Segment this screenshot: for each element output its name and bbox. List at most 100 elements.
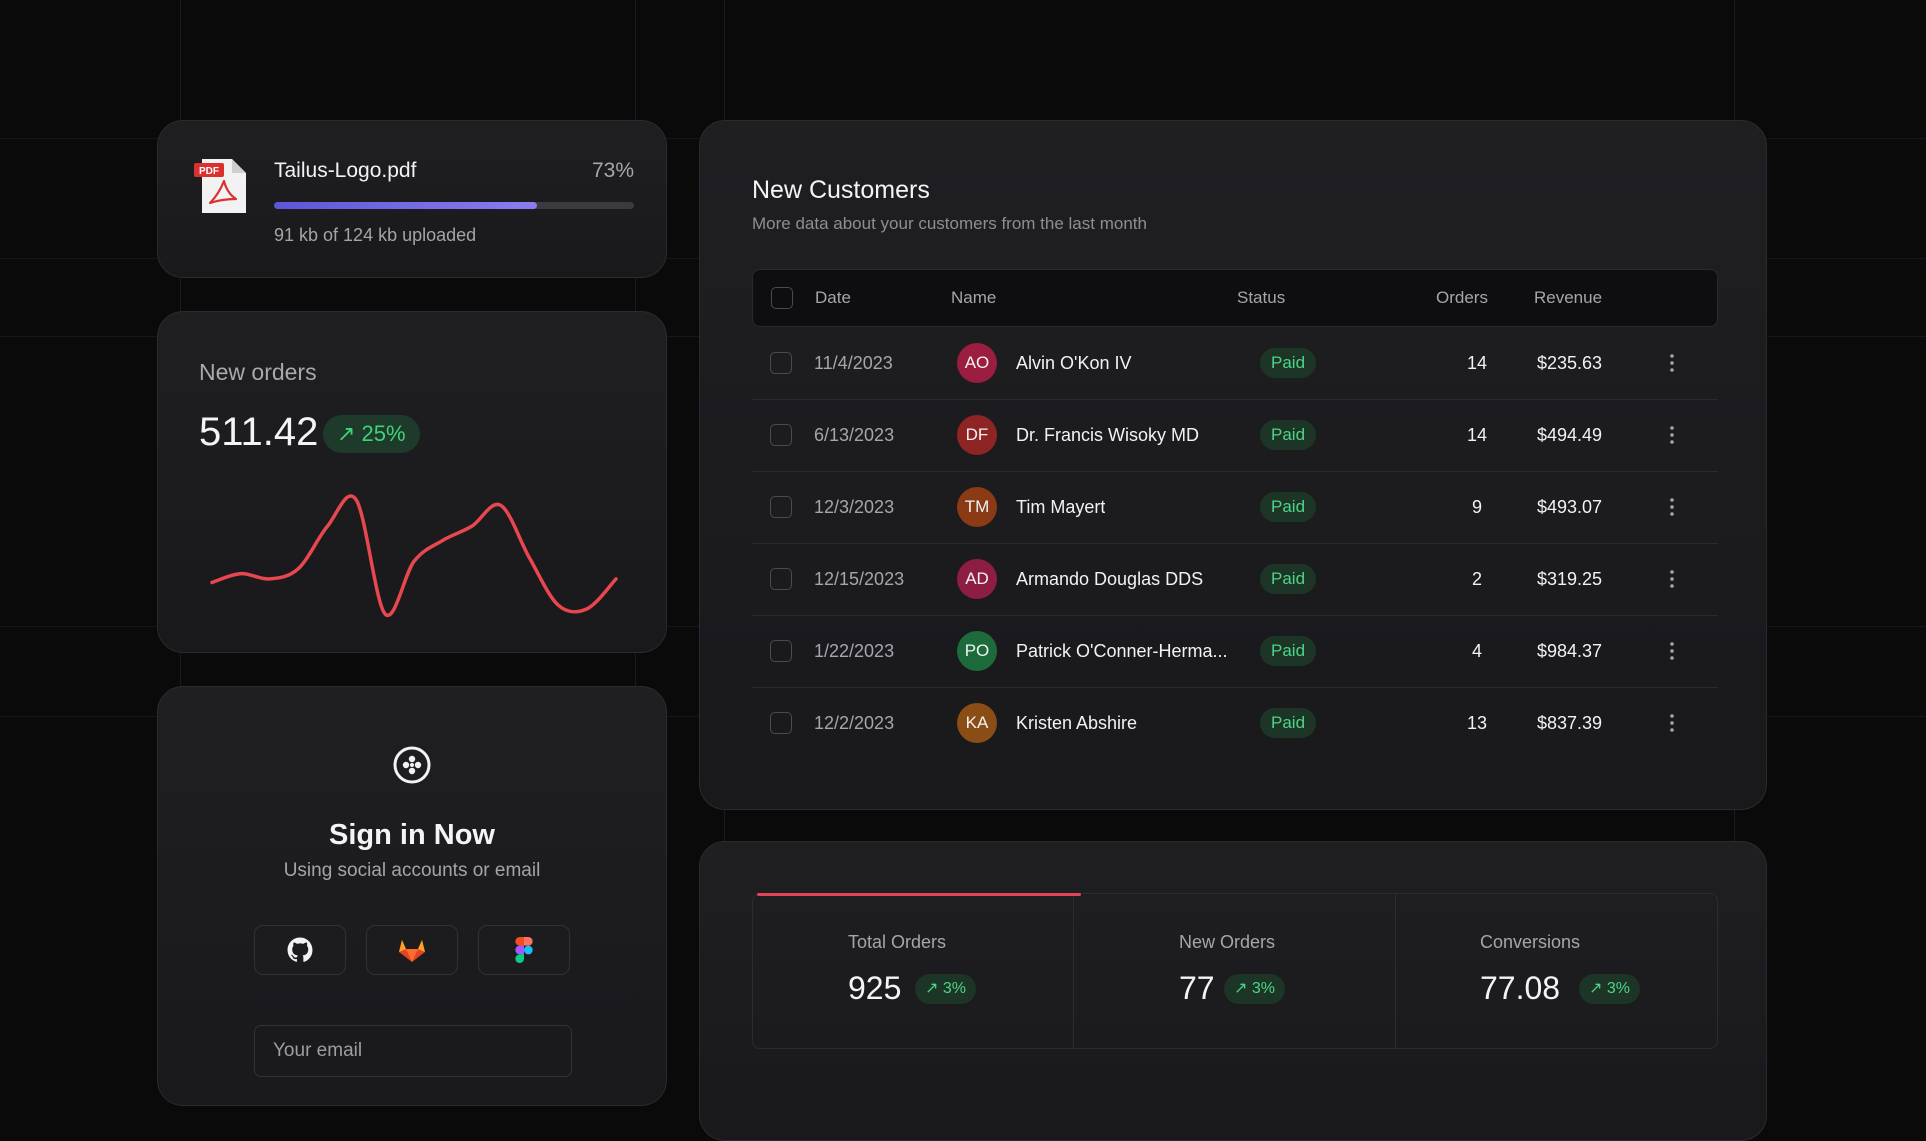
customers-subtitle: More data about your customers from the …	[752, 214, 1147, 233]
status-badge: Paid	[1260, 348, 1317, 378]
row-date: 1/22/2023	[814, 641, 895, 661]
row-revenue: $235.63	[1537, 353, 1603, 373]
orders-value: 511.42	[199, 410, 319, 454]
more-options-icon[interactable]	[1664, 425, 1680, 445]
row-orders: 14	[1466, 353, 1488, 373]
select-all-checkbox[interactable]	[771, 287, 793, 309]
upload-progress-fill	[274, 202, 537, 209]
row-checkbox[interactable]	[770, 568, 792, 590]
table-row[interactable]: 12/2/2023 KA Kristen Abshire Paid 13 $83…	[752, 687, 1718, 759]
tab-conversions[interactable]: Conversions 77.08 ↗ 3%	[1395, 894, 1717, 1048]
email-field[interactable]	[254, 1025, 572, 1077]
row-date: 11/4/2023	[814, 353, 893, 373]
status-badge: Paid	[1260, 708, 1317, 738]
row-date: 6/13/2023	[814, 425, 895, 445]
row-checkbox[interactable]	[770, 424, 792, 446]
status-badge: Paid	[1260, 492, 1317, 522]
row-checkbox[interactable]	[770, 496, 792, 518]
table-row[interactable]: 1/22/2023 PO Patrick O'Conner-Herma... P…	[752, 615, 1718, 688]
stat-value: 77.08	[1480, 970, 1561, 1006]
row-name: Alvin O'Kon IV	[1016, 353, 1132, 373]
table-row[interactable]: 12/15/2023 AD Armando Douglas DDS Paid 2…	[752, 543, 1718, 616]
row-name: Kristen Abshire	[1016, 713, 1138, 733]
row-revenue: $837.39	[1537, 713, 1603, 733]
status-badge: Paid	[1260, 420, 1317, 450]
stat-value: 925	[848, 970, 902, 1006]
gitlab-sign-in-button[interactable]	[366, 925, 458, 975]
row-name: Patrick O'Conner-Herma...	[1016, 641, 1228, 661]
row-orders: 9	[1471, 497, 1482, 517]
column-header-orders[interactable]: Orders	[1436, 288, 1488, 307]
column-header-date[interactable]: Date	[815, 288, 851, 307]
gitlab-icon	[399, 940, 425, 962]
svg-text:PDF: PDF	[199, 166, 219, 177]
row-date: 12/15/2023	[814, 569, 905, 589]
avatar: AO	[957, 343, 997, 383]
github-sign-in-button[interactable]	[254, 925, 346, 975]
row-orders: 14	[1466, 425, 1488, 445]
figma-icon	[515, 937, 533, 963]
row-checkbox[interactable]	[770, 712, 792, 734]
customers-title: New Customers	[752, 176, 930, 204]
column-header-name[interactable]: Name	[951, 288, 997, 307]
upload-percent: 73%	[591, 159, 634, 182]
file-name: Tailus-Logo.pdf	[274, 159, 417, 182]
row-date: 12/2/2023	[814, 713, 895, 733]
row-revenue: $494.49	[1537, 425, 1603, 445]
stat-label: Conversions	[1480, 932, 1581, 952]
flower-logo-icon	[393, 746, 431, 784]
sign-in-card: Sign in Now Using social accounts or ema…	[157, 686, 667, 1106]
stat-value: 77	[1179, 970, 1215, 1006]
pdf-file-icon: PDF	[194, 159, 246, 213]
stat-change-badge: ↗ 3%	[1224, 974, 1285, 1004]
sparkline-series-line	[210, 494, 618, 618]
new-customers-card: New Customers More data about your custo…	[699, 120, 1767, 810]
more-options-icon[interactable]	[1664, 353, 1680, 373]
stat-label: New Orders	[1179, 932, 1276, 952]
figma-sign-in-button[interactable]	[478, 925, 570, 975]
orders-change-badge: ↗ 25%	[323, 415, 420, 453]
github-icon	[287, 937, 313, 962]
row-name: Armando Douglas DDS	[1016, 569, 1204, 589]
row-checkbox[interactable]	[770, 640, 792, 662]
file-upload-card: PDF Tailus-Logo.pdf 73% 91 kb of 124 kb …	[157, 120, 667, 278]
orders-sparkline-chart	[210, 494, 618, 618]
active-tab-indicator	[757, 893, 1081, 896]
new-orders-card: New orders 511.42 ↗ 25%	[157, 311, 667, 653]
status-badge: Paid	[1260, 564, 1317, 594]
avatar: KA	[957, 703, 997, 743]
column-header-revenue[interactable]: Revenue	[1534, 288, 1603, 307]
customers-table-header: Date Name Status Orders Revenue	[752, 269, 1718, 327]
row-date: 12/3/2023	[814, 497, 895, 517]
sign-in-title: Sign in Now	[329, 819, 495, 851]
table-row[interactable]: 6/13/2023 DF Dr. Francis Wisoky MD Paid …	[752, 399, 1718, 472]
row-orders: 4	[1471, 641, 1482, 661]
row-revenue: $319.25	[1537, 569, 1603, 589]
stat-change-badge: ↗ 3%	[915, 974, 976, 1004]
upload-status: 91 kb of 124 kb uploaded	[274, 225, 477, 245]
stats-tabs: Total Orders 925 ↗ 3% New Orders 77 ↗ 3%…	[752, 893, 1718, 1049]
more-options-icon[interactable]	[1664, 641, 1680, 661]
stats-card: Total Orders 925 ↗ 3% New Orders 77 ↗ 3%…	[699, 841, 1767, 1141]
more-options-icon[interactable]	[1664, 569, 1680, 589]
row-name: Dr. Francis Wisoky MD	[1016, 425, 1200, 445]
more-options-icon[interactable]	[1664, 713, 1680, 733]
avatar: PO	[957, 631, 997, 671]
sign-in-subtitle: Using social accounts or email	[283, 860, 541, 881]
status-badge: Paid	[1260, 636, 1317, 666]
row-checkbox[interactable]	[770, 352, 792, 374]
avatar: AD	[957, 559, 997, 599]
orders-title: New orders	[199, 359, 317, 385]
stat-label: Total Orders	[848, 932, 947, 952]
tab-total-orders[interactable]: Total Orders 925 ↗ 3%	[753, 894, 1073, 1048]
stat-change-badge: ↗ 3%	[1579, 974, 1640, 1004]
avatar: TM	[957, 487, 997, 527]
table-row[interactable]: 12/3/2023 TM Tim Mayert Paid 9 $493.07	[752, 471, 1718, 544]
table-row[interactable]: 11/4/2023 AO Alvin O'Kon IV Paid 14 $235…	[752, 327, 1718, 400]
avatar: DF	[957, 415, 997, 455]
more-options-icon[interactable]	[1664, 497, 1680, 517]
column-header-status[interactable]: Status	[1237, 288, 1286, 307]
row-orders: 2	[1471, 569, 1482, 589]
tab-new-orders[interactable]: New Orders 77 ↗ 3%	[1073, 894, 1395, 1048]
row-name: Tim Mayert	[1016, 497, 1106, 517]
